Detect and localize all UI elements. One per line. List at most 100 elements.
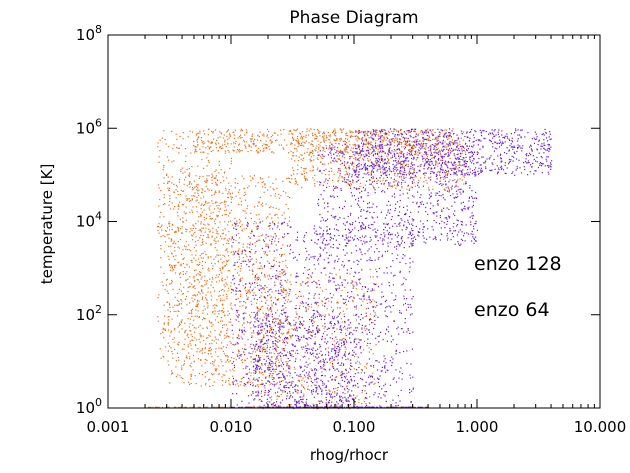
data-point [276, 340, 278, 342]
data-point [383, 355, 385, 357]
data-point [185, 246, 187, 248]
data-point [412, 145, 414, 148]
data-point [315, 281, 317, 283]
data-point [303, 404, 305, 406]
data-point [341, 321, 343, 323]
data-point [245, 312, 247, 314]
data-point [457, 196, 459, 198]
data-point [347, 327, 349, 329]
data-point [295, 335, 297, 337]
data-point [207, 291, 209, 293]
data-point [359, 206, 361, 208]
data-point [351, 147, 353, 149]
data-point [253, 223, 255, 225]
data-point [330, 246, 332, 248]
data-point [348, 260, 350, 262]
data-point [160, 211, 162, 213]
data-point [191, 308, 193, 310]
data-point [413, 176, 415, 178]
data-point [294, 372, 296, 374]
data-point [204, 376, 206, 378]
data-point [422, 145, 424, 147]
data-point [415, 153, 417, 155]
data-point [344, 376, 346, 378]
data-point [167, 180, 169, 182]
data-point [310, 385, 313, 387]
data-point [231, 308, 233, 310]
data-point [277, 222, 279, 224]
data-point [301, 396, 303, 398]
data-point [201, 348, 203, 350]
data-point [386, 144, 388, 146]
data-point [329, 376, 332, 378]
data-point [177, 292, 179, 295]
data-point [351, 365, 353, 367]
data-point [212, 231, 214, 233]
data-point [398, 333, 400, 335]
data-point [308, 371, 310, 373]
data-point [265, 237, 267, 239]
data-point [203, 223, 205, 225]
data-point [375, 283, 377, 285]
data-point [337, 288, 339, 290]
data-point [265, 243, 267, 245]
data-point [319, 145, 321, 147]
data-point [186, 357, 188, 359]
data-point [310, 378, 312, 380]
data-point [342, 302, 344, 304]
data-point [246, 255, 248, 257]
data-point [315, 150, 317, 152]
data-point [336, 389, 338, 391]
data-point [235, 224, 237, 226]
data-point [256, 139, 259, 141]
data-point [364, 390, 366, 392]
data-point [351, 406, 353, 408]
data-point [189, 174, 191, 176]
data-point [316, 283, 318, 285]
data-point [239, 222, 241, 224]
data-point [326, 252, 328, 254]
data-point [365, 140, 367, 142]
data-point [268, 225, 270, 227]
data-point [238, 320, 240, 322]
data-point [359, 248, 361, 250]
data-point [232, 375, 234, 377]
data-point [471, 212, 473, 214]
data-point [256, 312, 259, 314]
data-point [226, 355, 228, 357]
data-point [257, 227, 259, 229]
data-point [263, 251, 265, 253]
data-point [240, 262, 242, 265]
data-point [263, 287, 265, 289]
data-point [372, 276, 374, 278]
data-point [359, 150, 361, 153]
data-point [314, 242, 316, 244]
data-point [314, 255, 316, 257]
data-point [318, 143, 320, 145]
data-point [396, 137, 398, 139]
data-point [359, 347, 361, 349]
data-point [197, 306, 199, 308]
data-point [342, 344, 345, 346]
data-point [369, 342, 371, 345]
data-point [217, 142, 220, 144]
data-point [238, 248, 240, 250]
data-point [273, 152, 275, 154]
data-point [267, 291, 269, 293]
data-point [232, 383, 234, 385]
data-point [248, 282, 251, 284]
data-point [263, 296, 265, 298]
data-point [228, 231, 230, 233]
data-point [208, 237, 210, 239]
data-point [211, 356, 213, 358]
data-point [267, 394, 269, 396]
data-point [261, 300, 263, 302]
data-point [314, 149, 316, 151]
data-point [314, 174, 316, 177]
data-point [322, 219, 324, 221]
data-point [308, 258, 310, 260]
data-point [399, 400, 401, 402]
data-point [257, 267, 259, 269]
data-point [219, 268, 221, 270]
data-point [191, 297, 193, 299]
